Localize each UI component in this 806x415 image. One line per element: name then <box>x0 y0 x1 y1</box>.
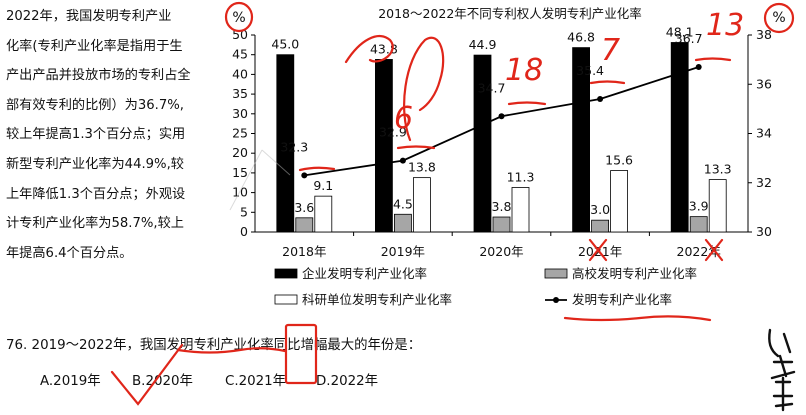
bar-value-label: 11.3 <box>507 169 535 184</box>
right-axis-unit: % <box>772 10 785 26</box>
passage-line: 2022年，我国发明专利产业 <box>6 9 172 24</box>
patent-chart: 2018～2022年不同专利权人发明专利产业化率 % % 0 5 10 15 20 25 3… <box>232 6 786 307</box>
left-tick-label: 10 <box>232 185 248 200</box>
bar-value-label: 45.0 <box>271 37 299 52</box>
line-point <box>498 113 505 120</box>
passage-line: 产出产品并投放市场的专利占全 <box>6 68 191 84</box>
left-tick-label: 0 <box>240 224 248 239</box>
left-tick-label: 25 <box>232 126 248 141</box>
passage-line: 新型专利产业化率为44.9%,较 <box>6 156 184 172</box>
legend-swatch <box>274 268 298 279</box>
left-tick-label: 15 <box>232 165 248 180</box>
left-tick-label: 20 <box>232 145 248 160</box>
legend-swatch-marker <box>553 297 559 303</box>
bar-2 <box>708 179 727 233</box>
legend-swatch <box>544 268 568 279</box>
x-tick-label: 2020年 <box>479 244 523 259</box>
bar-1 <box>393 213 412 233</box>
bar-1 <box>591 219 610 233</box>
legend-label: 高校发明专利产业化率 <box>572 266 697 281</box>
line-point <box>399 157 406 164</box>
x-tick-label: 2022年 <box>677 244 721 259</box>
bar-value-label: 3.0 <box>590 202 610 217</box>
passage: 2022年，我国发明专利产业 化率(专利产业化率是指用于生 产出产品并投放市场的… <box>6 2 220 268</box>
legend-label: 企业发明专利产业化率 <box>302 266 427 281</box>
bar-value-label: 44.9 <box>469 37 497 52</box>
legend-swatch <box>274 294 298 305</box>
bar-2 <box>412 177 431 233</box>
bar-value-label: 46.8 <box>567 30 595 45</box>
left-tick-label: 35 <box>232 86 248 101</box>
passage-line: 上年降低1.3个百分点；外观设 <box>6 186 186 202</box>
line-point <box>597 96 604 103</box>
passage-line: 较上年提高1.3个百分点；实用 <box>6 127 186 143</box>
passage-line: 化率(专利产业化率是指用于生 <box>6 38 183 54</box>
line-value-label: 32.9 <box>379 125 407 140</box>
bar-0 <box>572 47 591 233</box>
option-d[interactable]: D.2022年 <box>316 374 379 389</box>
line-point <box>301 172 308 179</box>
bar-1 <box>295 217 314 233</box>
option-b[interactable]: B.2020年 <box>132 374 193 389</box>
right-tick-label: 32 <box>756 175 772 190</box>
bar-value-label: 4.5 <box>393 196 413 211</box>
passage-line: 部有效专利的比例）为36.7%, <box>6 97 184 113</box>
bar-value-label: 3.6 <box>294 200 314 215</box>
passage-line: 计专利产业化率为58.7%,较上 <box>6 216 184 232</box>
option-c[interactable]: C.2021年 <box>225 374 287 389</box>
bar-0 <box>374 59 393 233</box>
left-tick-label: 50 <box>232 27 248 42</box>
bar-value-label: 3.8 <box>492 199 512 214</box>
left-tick-label: 45 <box>232 47 248 62</box>
legend-label: 发明专利产业化率 <box>572 292 672 307</box>
x-tick-label: 2018年 <box>282 244 326 259</box>
left-tick-label: 5 <box>240 204 248 219</box>
bar-value-label: 13.3 <box>704 162 732 177</box>
bar-value-label: 48.1 <box>666 24 694 39</box>
line-point <box>695 64 702 71</box>
question-stem: 76. 2019～2022年，我国发明专利产业化率同比增幅最大的年份是： <box>6 338 422 353</box>
legend-label: 科研单位发明专利产业化率 <box>302 292 452 307</box>
bar-value-label: 3.9 <box>689 199 709 214</box>
bar-0 <box>670 42 689 233</box>
line-value-label: 35.4 <box>576 63 604 78</box>
bar-2 <box>314 195 333 233</box>
line-value-label: 36.7 <box>675 31 703 46</box>
option-a[interactable]: A.2019年 <box>40 374 101 389</box>
bar-1 <box>689 216 708 233</box>
left-tick-label: 40 <box>232 66 248 81</box>
x-tick-label: 2021年 <box>578 244 622 259</box>
logo-seal <box>768 328 796 412</box>
bar-1 <box>492 216 511 233</box>
right-tick-label: 34 <box>756 126 772 141</box>
bar-0 <box>473 54 492 233</box>
right-tick-label: 30 <box>756 224 772 239</box>
chart-title: 2018～2022年不同专利权人发明专利产业化率 <box>378 6 642 21</box>
right-tick-label: 36 <box>756 76 772 91</box>
bar-2 <box>610 170 629 233</box>
bar-2 <box>511 187 530 233</box>
bar-value-label: 43.8 <box>370 41 398 56</box>
bar-value-label: 13.8 <box>408 160 436 175</box>
line-value-label: 34.7 <box>478 80 506 95</box>
bar-value-label: 15.6 <box>605 153 633 168</box>
right-tick-label: 38 <box>756 27 772 42</box>
x-tick-label: 2019年 <box>381 244 425 259</box>
left-axis-unit: % <box>232 10 245 26</box>
bar-value-label: 9.1 <box>313 178 333 193</box>
line-value-label: 32.3 <box>280 139 308 154</box>
passage-line: 年提高6.4个百分点。 <box>6 245 133 261</box>
left-tick-label: 30 <box>232 106 248 121</box>
